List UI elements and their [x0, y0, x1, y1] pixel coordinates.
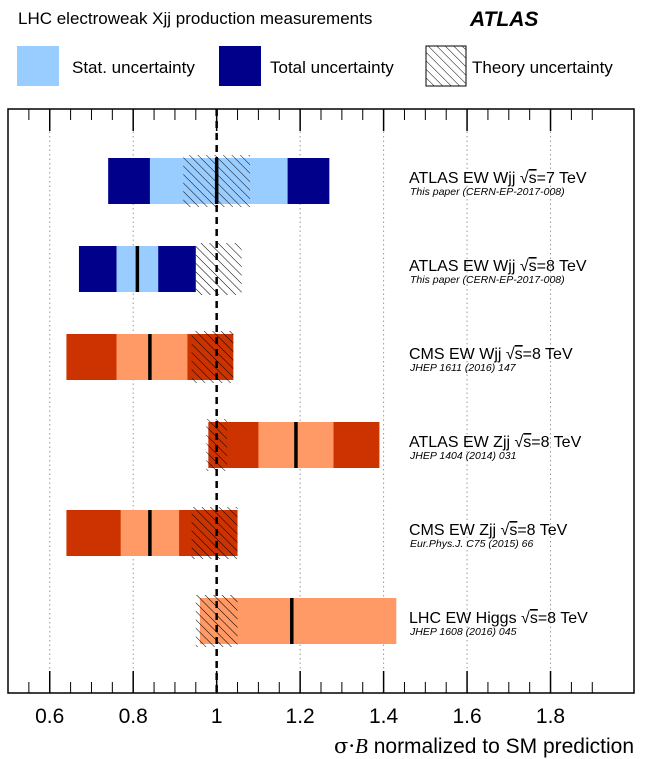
measurement-name: ATLAS EW Zjj [409, 434, 515, 451]
measurement-reference: JHEP 1611 (2016) 147 [409, 362, 517, 374]
legend: Stat. uncertainty Total uncertainty Theo… [17, 45, 613, 87]
grid [49, 109, 552, 693]
energy-value: =8 TeV [517, 522, 567, 539]
x-axis: 0.6 0.8 1 1.2 1.4 1.6 1.8 [7, 109, 593, 728]
legend-swatch-total [219, 46, 261, 86]
measurement-name: CMS EW Wjj [409, 346, 506, 363]
measurement-label: LHC EW Higgs √s=8 TeV [409, 610, 588, 627]
measurement-reference: JHEP 1404 (2014) 031 [409, 450, 516, 462]
energy-symbol: s [529, 170, 537, 187]
theory-uncertainty-band [191, 331, 234, 383]
energy-value: =7 TeV [537, 170, 587, 187]
sqrt-sign: √ [521, 610, 530, 627]
x-tick-label: 1.6 [452, 705, 481, 728]
measurement-name: LHC EW Higgs [409, 610, 521, 627]
x-axis-title-b: B [355, 734, 368, 758]
chart-title: LHC electroweak Xjj production measureme… [18, 9, 372, 28]
measurement-label: CMS EW Zjj √s=8 TeV [409, 522, 568, 539]
energy-symbol: s [515, 346, 523, 363]
theory-uncertainty-band [195, 243, 242, 295]
measurement-reference: Eur.Phys.J. C75 (2015) 66 [410, 538, 533, 550]
x-axis-title-rest: normalized to SM prediction [368, 735, 634, 758]
measurement-label: ATLAS EW Zjj √s=8 TeV [409, 434, 582, 451]
energy-value: =8 TeV [537, 258, 587, 275]
measurement-name: CMS EW Zjj [409, 522, 501, 539]
x-tick-label: 1.4 [369, 705, 399, 728]
measurement-reference: This paper (CERN-EP-2017-008) [410, 274, 565, 286]
legend-swatch-theory [425, 45, 467, 87]
theory-uncertainty-band [191, 507, 238, 559]
legend-label-theory: Theory uncertainty [472, 58, 613, 77]
measurement-name: ATLAS EW Wjj [409, 258, 520, 275]
x-tick-label: 0.6 [35, 705, 64, 728]
experiment-label: ATLAS [469, 8, 538, 31]
legend-label-total: Total uncertainty [270, 58, 394, 77]
energy-symbol: s [529, 258, 537, 275]
stat-uncertainty-bar [116, 334, 188, 380]
x-tick-label: 1.8 [536, 705, 565, 728]
energy-value: =8 TeV [531, 434, 581, 451]
energy-value: =8 TeV [538, 610, 588, 627]
legend-swatch-stat [17, 46, 59, 86]
sqrt-sign: √ [501, 522, 510, 539]
measurement-label: CMS EW Wjj √s=8 TeV [409, 346, 573, 363]
legend-label-stat: Stat. uncertainty [72, 58, 195, 77]
measurement-bars [66, 155, 397, 647]
x-tick-label: 1.2 [286, 705, 315, 728]
x-axis-title: σ·B normalized to SM prediction [334, 734, 634, 758]
measurement-reference: This paper (CERN-EP-2017-008) [410, 186, 565, 198]
energy-value: =8 TeV [523, 346, 573, 363]
sqrt-sign: √ [520, 170, 529, 187]
measurement-reference: JHEP 1608 (2016) 045 [409, 626, 517, 638]
x-axis-title-sigma: σ· [334, 734, 355, 758]
sqrt-sign: √ [520, 258, 529, 275]
energy-symbol: s [530, 610, 538, 627]
energy-symbol: s [509, 522, 517, 539]
measurement-name: ATLAS EW Wjj [409, 170, 520, 187]
energy-symbol: s [523, 434, 531, 451]
sqrt-sign: √ [506, 346, 515, 363]
measurement-label: ATLAS EW Wjj √s=8 TeV [409, 258, 587, 275]
sqrt-sign: √ [515, 434, 524, 451]
x-tick-label: 1 [211, 705, 223, 728]
x-tick-label: 0.8 [119, 705, 148, 728]
measurement-label: ATLAS EW Wjj √s=7 TeV [409, 170, 587, 187]
